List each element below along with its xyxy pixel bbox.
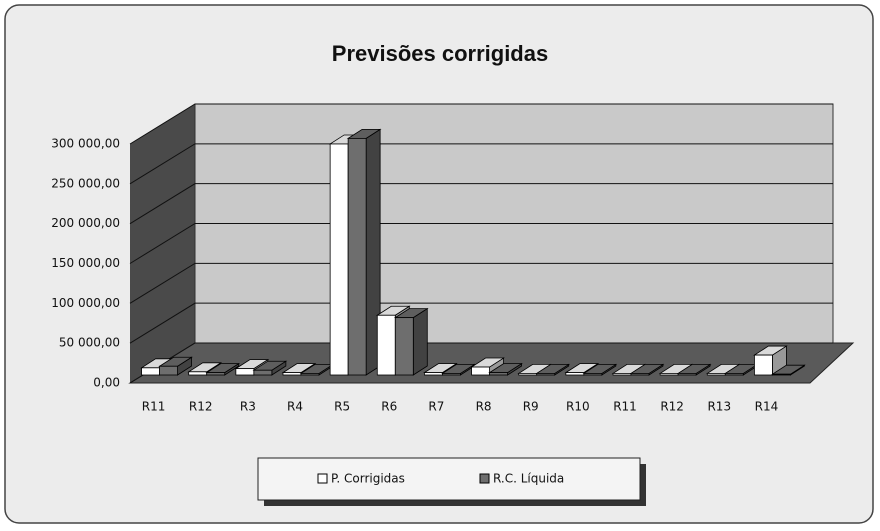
grid-line — [129, 262, 833, 304]
x-tick-label: R6 — [381, 400, 397, 414]
bar-front — [536, 373, 556, 376]
x-tick-label: R13 — [707, 400, 731, 414]
grid-line — [129, 302, 833, 344]
bar — [582, 363, 618, 376]
bar-front — [630, 373, 650, 376]
grid-line — [129, 223, 833, 264]
grid-line — [129, 103, 833, 145]
bar — [252, 360, 288, 376]
x-tick-label: R11 — [142, 400, 166, 414]
x-tick-label: R12 — [660, 400, 684, 414]
x-tick-label: R12 — [189, 400, 213, 414]
grid-line — [129, 143, 833, 185]
bar-front — [706, 373, 726, 376]
bar-front — [754, 354, 773, 376]
bar — [205, 362, 241, 376]
x-tick-label: R5 — [334, 400, 350, 414]
y-tick-label: 200 000,00 — [51, 216, 120, 230]
bar — [158, 356, 193, 376]
y-tick-label: 250 000,00 — [51, 176, 120, 190]
x-tick-label: R4 — [287, 400, 303, 414]
bar-front — [659, 373, 679, 376]
bar — [771, 364, 806, 376]
grid-line — [129, 183, 833, 225]
bar-front — [329, 143, 349, 376]
bar-front — [489, 372, 508, 376]
x-tick-label: R11 — [613, 400, 637, 414]
legend-swatch — [317, 473, 328, 484]
bar-front — [424, 372, 443, 376]
bar-front — [677, 373, 697, 376]
bar-front — [612, 373, 632, 376]
legend-label: P. Corrigidas — [331, 472, 405, 486]
bar-side — [412, 307, 428, 376]
bar — [346, 128, 382, 376]
bar-front — [235, 368, 255, 376]
bar — [393, 307, 429, 376]
bar-front — [282, 372, 302, 376]
y-tick-label: 150 000,00 — [51, 256, 120, 270]
bar — [629, 363, 665, 376]
bar-front — [141, 367, 160, 376]
bar — [535, 363, 571, 376]
chart-title: Previsões corrigidas — [332, 41, 548, 66]
legend-label: R.C. Líquida — [493, 472, 564, 486]
bar-front — [724, 373, 744, 376]
bar-front — [583, 373, 603, 376]
bar-front — [394, 317, 414, 376]
bar-front — [159, 365, 178, 376]
bar-front — [206, 372, 226, 376]
bar-front — [376, 314, 396, 376]
y-tick-label: 100 000,00 — [51, 296, 120, 310]
y-tick-label: 300 000,00 — [51, 137, 120, 151]
y-tick-label: 0,00 — [93, 376, 120, 390]
bar-front — [565, 372, 585, 376]
bar-front — [772, 373, 791, 376]
bar-front — [518, 373, 538, 376]
bar — [488, 362, 523, 376]
bar-front — [442, 373, 461, 376]
x-tick-label: R3 — [240, 400, 256, 414]
bar-front — [188, 371, 208, 376]
bar-front — [347, 137, 367, 376]
x-tick-label: R8 — [476, 400, 492, 414]
x-tick-label: R7 — [428, 400, 444, 414]
legend — [257, 457, 641, 501]
bar-front — [471, 366, 490, 376]
bar — [676, 363, 712, 376]
x-tick-label: R9 — [523, 400, 539, 414]
y-tick-label: 50 000,00 — [59, 336, 120, 350]
legend-swatch — [479, 473, 490, 484]
x-tick-label: R14 — [755, 400, 779, 414]
bar-front — [300, 373, 320, 376]
bar-front — [253, 369, 273, 376]
x-tick-label: R10 — [566, 400, 590, 414]
